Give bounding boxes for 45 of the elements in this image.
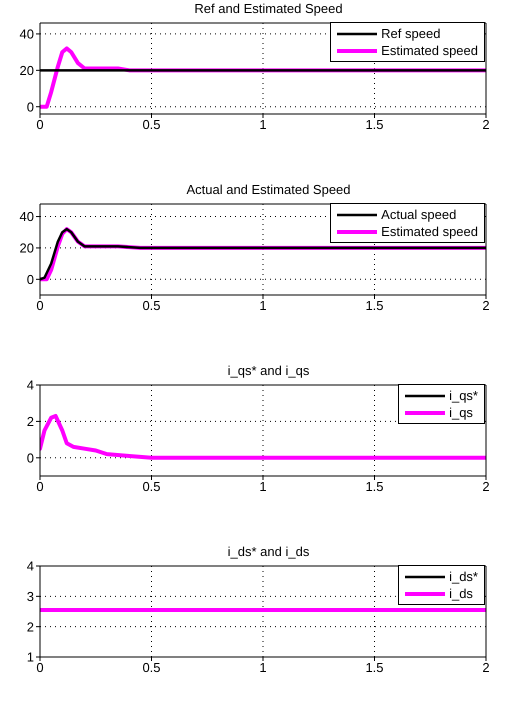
x-tick-label: 1.5: [365, 479, 384, 494]
y-tick-label: 20: [20, 240, 34, 256]
y-tick-label: 40: [20, 26, 34, 42]
y-tick-label: 2: [26, 619, 34, 634]
x-tick-label: 1: [259, 298, 267, 314]
y-tick-label: 0: [26, 99, 34, 114]
legend-label: i_qs*: [449, 387, 478, 404]
y-tick-label: 2: [26, 414, 34, 430]
x-tick-label: 2: [482, 660, 490, 676]
x-tick-label: 0: [36, 479, 44, 494]
y-tick-label: 0: [26, 450, 34, 466]
legend-label: Estimated speed: [381, 42, 478, 59]
y-tick-label: 0: [26, 272, 34, 287]
x-tick-label: 1.5: [365, 117, 384, 132]
x-tick-label: 0: [36, 117, 44, 132]
chart-title: Actual and Estimated Speed: [185, 181, 352, 199]
x-tick-label: 0.5: [142, 298, 161, 314]
x-tick-label: 2: [482, 479, 490, 494]
x-tick-label: 2: [482, 117, 490, 132]
x-tick-label: 1: [259, 660, 267, 676]
legend-label: i_qs: [449, 404, 473, 421]
chart-title: i_qs* and i_qs: [228, 363, 310, 378]
x-tick-label: 0: [36, 298, 44, 314]
x-tick-label: 1.5: [365, 298, 384, 314]
x-tick-label: 1: [259, 117, 267, 132]
legend-label: Ref speed: [381, 25, 440, 42]
legend-label: i_ds*: [449, 568, 478, 585]
legend-label: i_ds: [449, 585, 473, 602]
legend-label: Estimated speed: [381, 223, 478, 240]
y-tick-label: 20: [20, 62, 34, 78]
x-tick-label: 0.5: [142, 660, 161, 676]
x-tick-label: 0.5: [142, 479, 161, 494]
x-tick-label: 2: [482, 298, 490, 314]
x-tick-label: 0.5: [142, 117, 161, 132]
y-tick-label: 4: [26, 378, 34, 393]
chart-title: Ref and Estimated Speed: [193, 0, 344, 18]
y-tick-label: 1: [26, 650, 34, 665]
x-tick-label: 1: [259, 479, 267, 494]
chart-title: i_ds* and i_ds: [228, 544, 310, 559]
y-tick-label: 4: [26, 558, 34, 574]
x-tick-label: 1.5: [365, 660, 384, 676]
legend-label: Actual speed: [381, 206, 456, 223]
y-tick-label: 3: [26, 588, 34, 604]
x-tick-label: 0: [36, 660, 44, 676]
y-tick-label: 40: [20, 209, 34, 224]
